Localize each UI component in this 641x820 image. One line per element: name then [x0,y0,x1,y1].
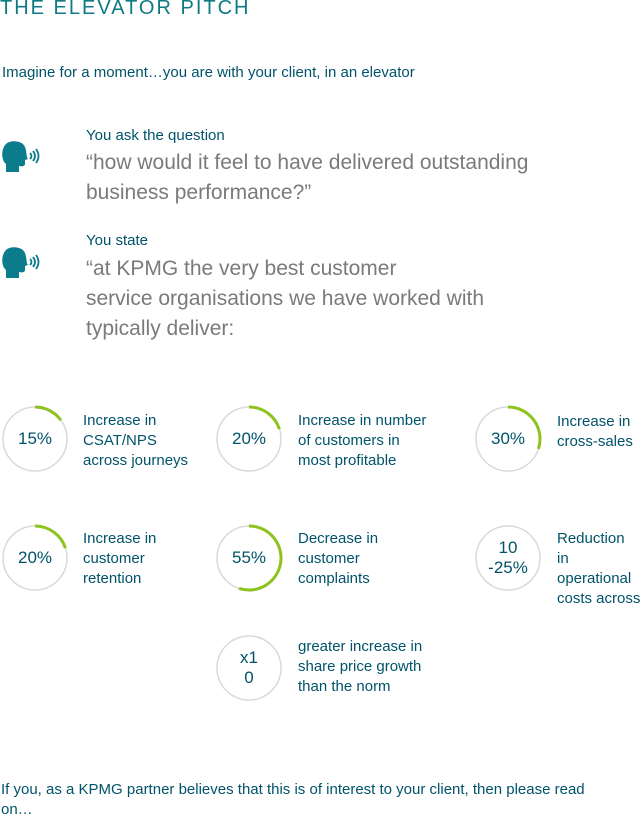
desc-line: Increase in [83,412,157,429]
desc-line: operational [557,570,632,587]
stat-value: 10 -25% [474,524,542,592]
stat-description: Increase in CSAT/NPS across journeys [83,411,188,471]
desc-line: greater increase in [298,638,423,655]
stat-value: 20% [231,429,267,448]
page-title: THE ELEVATOR PITCH [0,0,251,19]
desc-line: of customers in [298,432,400,449]
prompt-quote: “at KPMG the very best customer service … [86,254,484,344]
desc-line: customer [298,550,360,567]
quote-line: typically deliver: [86,317,235,340]
desc-line: across journeys [83,452,189,469]
closing-text: If you, as a KPMG partner believes that … [1,780,631,820]
desc-line: costs across [557,590,641,607]
speaking-head-icon [0,140,44,176]
stat-value-line: x1 [240,648,258,667]
stat-ring: 15% [1,405,69,473]
stat-description: greater increase in share price growth t… [298,637,422,697]
stat-ring: 20% [1,524,69,592]
desc-line: Increase in number [298,412,427,429]
stat-value: 20% [17,548,53,567]
prompt-label: You ask the question [86,127,225,144]
desc-line: CSAT/NPS [83,432,157,449]
stat-ring: 55% [215,524,283,592]
desc-line: most profitable [298,452,397,469]
stat-ring: x1 0 [215,634,283,702]
stat-ring: 20% [215,405,283,473]
closing-line: If you, as a KPMG partner believes that … [1,781,585,798]
desc-line: complaints [298,570,370,587]
desc-line: in [557,550,569,567]
stat-ring: 30% [474,405,542,473]
stat-description: Decrease in customer complaints [298,529,378,589]
stat-value: 55% [231,548,267,567]
prompt-label: You state [86,232,148,249]
stat-description: Increase in number of customers in most … [298,411,426,471]
quote-line: service organisations we have worked wit… [86,287,485,310]
closing-line: on… [1,801,33,818]
stat-description: Increase in cross-sales [557,412,633,452]
stat-description: Reduction in operational costs across [557,529,640,609]
stat-value: 15% [17,429,53,448]
desc-line: Reduction [557,530,625,547]
desc-line: than the norm [298,678,391,695]
desc-line: Increase in [557,413,631,430]
desc-line: Increase in [83,530,157,547]
stat-value: x1 0 [215,634,283,702]
stat-value-line: -25% [488,558,528,577]
prompt-quote: “how would it feel to have delivered out… [86,148,528,208]
stat-value-line: 0 [244,668,254,687]
quote-line: “how would it feel to have delivered out… [86,151,529,174]
desc-line: Decrease in [298,530,379,547]
stat-value-line: 10 [498,538,518,557]
quote-line: “at KPMG the very best customer [86,257,397,280]
intro-text: Imagine for a moment…you are with your c… [2,64,415,81]
desc-line: share price growth [298,658,422,675]
desc-line: cross-sales [557,433,633,450]
quote-line: business performance?” [86,181,312,204]
stat-value: 30% [490,429,526,448]
speaking-head-icon [0,246,44,282]
stat-description: Increase in customer retention [83,529,156,589]
desc-line: customer [83,550,145,567]
desc-line: retention [83,570,142,587]
stat-ring: 10 -25% [474,524,542,592]
